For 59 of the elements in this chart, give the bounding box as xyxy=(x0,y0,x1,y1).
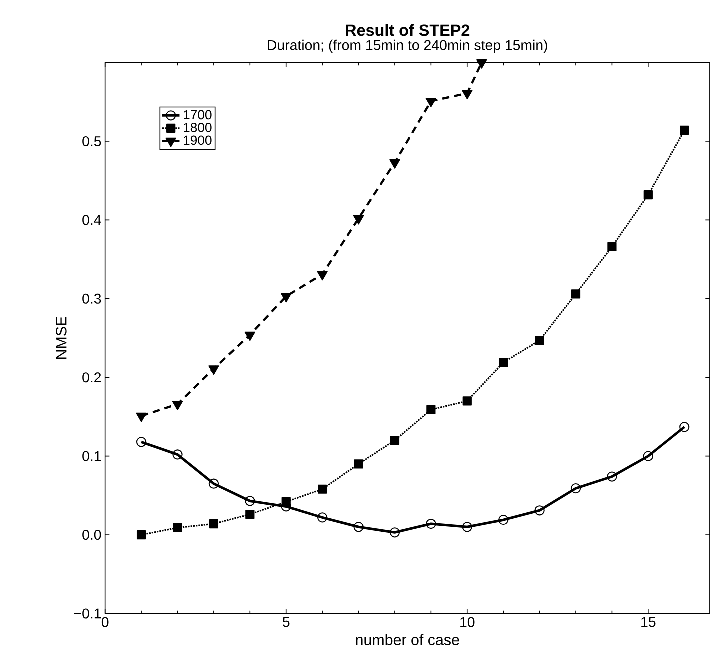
point xyxy=(534,505,545,516)
chart-subtitle: Duration; (from 15min to 240min step 15min) xyxy=(268,40,548,53)
point xyxy=(136,436,147,448)
point xyxy=(354,522,364,532)
legend-label: 1800 xyxy=(184,122,212,132)
point xyxy=(173,523,182,532)
y-tick-label: 0.5 xyxy=(82,136,102,146)
x-tick-label: 10 xyxy=(460,617,475,628)
point xyxy=(390,159,400,169)
y-tick-label: 0.2 xyxy=(82,372,102,382)
point xyxy=(209,519,219,528)
y-tick-label: 0.4 xyxy=(82,215,102,226)
point xyxy=(462,522,472,532)
point xyxy=(390,527,400,538)
x-tick-label: 0 xyxy=(102,617,109,628)
x-tick-label: 15 xyxy=(642,617,656,628)
point xyxy=(245,496,256,506)
point xyxy=(476,59,488,69)
chart-title: Result of STEP2 xyxy=(346,24,470,36)
point xyxy=(498,514,509,525)
point xyxy=(136,412,147,422)
point xyxy=(353,215,364,225)
point xyxy=(607,472,618,482)
point xyxy=(244,332,256,342)
point xyxy=(318,512,328,523)
point xyxy=(390,436,400,445)
point xyxy=(208,478,220,489)
point xyxy=(462,90,473,100)
point xyxy=(570,483,582,494)
point xyxy=(608,242,617,252)
point xyxy=(318,484,328,494)
point xyxy=(644,190,653,200)
y-tick-label: −0.1 xyxy=(74,608,102,619)
point xyxy=(499,358,508,368)
y-tick-label: 0.0 xyxy=(82,530,102,540)
y-tick-label: 0.1 xyxy=(82,451,102,462)
x-tick-label: 5 xyxy=(282,617,290,628)
x-axis-title: number of case xyxy=(356,634,460,646)
point xyxy=(571,289,581,299)
point xyxy=(643,451,654,462)
point xyxy=(354,459,364,469)
point xyxy=(680,422,690,432)
point xyxy=(426,518,436,529)
point xyxy=(535,336,544,346)
legend-label: 1700 xyxy=(184,110,212,120)
point xyxy=(172,450,183,460)
point xyxy=(208,365,220,375)
legend-label: 1900 xyxy=(184,136,212,145)
point xyxy=(426,98,437,108)
point xyxy=(246,510,255,519)
y-axis-title: NMSE xyxy=(56,316,67,359)
point xyxy=(462,396,472,406)
point xyxy=(172,400,184,410)
point xyxy=(680,126,690,135)
point xyxy=(426,405,436,414)
y-tick-label: 0.3 xyxy=(82,294,102,304)
point xyxy=(136,530,146,540)
point xyxy=(317,271,328,280)
point xyxy=(281,293,292,302)
